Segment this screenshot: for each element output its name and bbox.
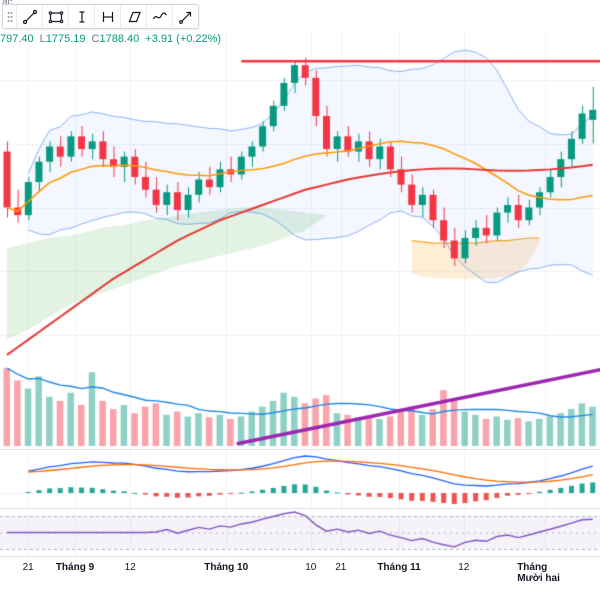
ohlc-high-value: 797.40: [0, 33, 34, 45]
time-axis-label: 10: [305, 562, 317, 573]
time-axis-label: Tháng 10: [204, 562, 249, 573]
drawing-toolbar: [2, 4, 199, 29]
arrow-tool-button[interactable]: [173, 5, 198, 28]
time-axis-label: 21: [22, 562, 34, 573]
rectangle-tool-button[interactable]: [43, 5, 69, 28]
wave-tool-button[interactable]: [147, 5, 173, 28]
ohlc-low-label: L: [39, 33, 46, 45]
pane-separator[interactable]: [0, 556, 600, 557]
price-range-tool-button[interactable]: [95, 5, 121, 28]
time-axis-label: Tháng Mười hai: [517, 562, 560, 584]
time-axis[interactable]: 21 Tháng 9 12 Tháng 10 10 21 Tháng 11 12 Tháng M…: [0, 557, 600, 584]
time-axis-label: Tháng 11: [377, 562, 421, 573]
parallelogram-tool-button[interactable]: [121, 5, 147, 28]
ohlc-change: +3.91 (+0.22%): [145, 33, 222, 45]
text-cursor-tool-icon: [73, 8, 91, 26]
ohlc-close-value: 1788.40: [99, 33, 140, 45]
trend-line-tool-button[interactable]: [17, 5, 43, 28]
ohlc-close-label: C: [91, 33, 100, 45]
parallelogram-tool-icon: [125, 8, 143, 26]
trend-line-tool-icon: [21, 8, 39, 26]
ohlc-info: 797.40 L1775.19 C1788.40 +3.91 (+0.22%): [0, 33, 221, 45]
ohlc-low-value: 1775.19: [45, 33, 86, 45]
price-range-tool-icon: [99, 8, 117, 26]
drag-handle-icon: [6, 8, 14, 26]
time-axis-label: Tháng 9: [55, 562, 95, 573]
arrow-tool-icon: [177, 8, 195, 26]
time-axis-label: 12: [124, 562, 136, 573]
pane-separator[interactable]: [0, 449, 600, 450]
drag-handle-button[interactable]: [3, 5, 17, 28]
wave-tool-icon: [151, 8, 169, 26]
pane-separator[interactable]: [0, 508, 600, 509]
text-cursor-tool-button[interactable]: [69, 5, 95, 28]
time-axis-label: 21: [335, 562, 347, 573]
time-axis-label: 12: [458, 562, 470, 573]
rectangle-tool-icon: [47, 8, 65, 26]
